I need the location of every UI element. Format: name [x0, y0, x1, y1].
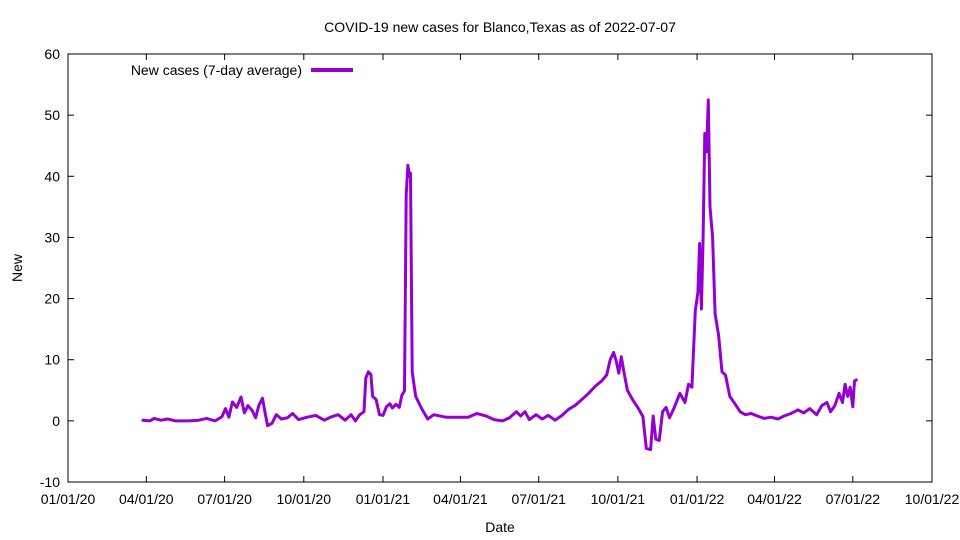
- x-axis: 01/01/20 04/01/20 07/01/20 10/01/20 01/01/21…: [41, 54, 960, 507]
- x-tick-label: 10/01/22: [905, 491, 960, 507]
- y-tick-label: 10: [44, 352, 60, 368]
- x-tick-label: 01/01/20: [41, 491, 96, 507]
- y-tick-label: 40: [44, 168, 60, 184]
- x-tick-label: 10/01/21: [591, 491, 646, 507]
- x-tick-label: 07/01/20: [197, 491, 252, 507]
- y-axis-title: New: [9, 253, 25, 282]
- chart-title: COVID-19 new cases for Blanco,Texas as o…: [324, 19, 676, 35]
- x-tick-label: 01/01/22: [670, 491, 725, 507]
- y-tick-label: -10: [40, 474, 60, 490]
- y-tick-label: 0: [52, 413, 60, 429]
- x-axis-title: Date: [485, 519, 515, 535]
- legend: New cases (7-day average): [131, 62, 353, 78]
- x-tick-label: 04/01/22: [747, 491, 802, 507]
- x-tick-label: 10/01/20: [277, 491, 332, 507]
- series-line-new-cases: [141, 98, 858, 452]
- x-tick-label: 04/01/20: [119, 491, 174, 507]
- x-tick-label: 07/01/21: [511, 491, 566, 507]
- x-tick-label: 04/01/21: [433, 491, 488, 507]
- y-tick-label: 30: [44, 229, 60, 245]
- x-tick-label: 01/01/21: [356, 491, 411, 507]
- plot-frame: [67, 53, 933, 483]
- y-tick-label: 50: [44, 107, 60, 123]
- y-tick-label: 20: [44, 291, 60, 307]
- y-tick-label: 60: [44, 46, 60, 62]
- legend-label: New cases (7-day average): [131, 62, 302, 78]
- x-tick-label: 07/01/22: [826, 491, 881, 507]
- y-axis: -10 0 10 20 30 40 50 60: [40, 46, 932, 490]
